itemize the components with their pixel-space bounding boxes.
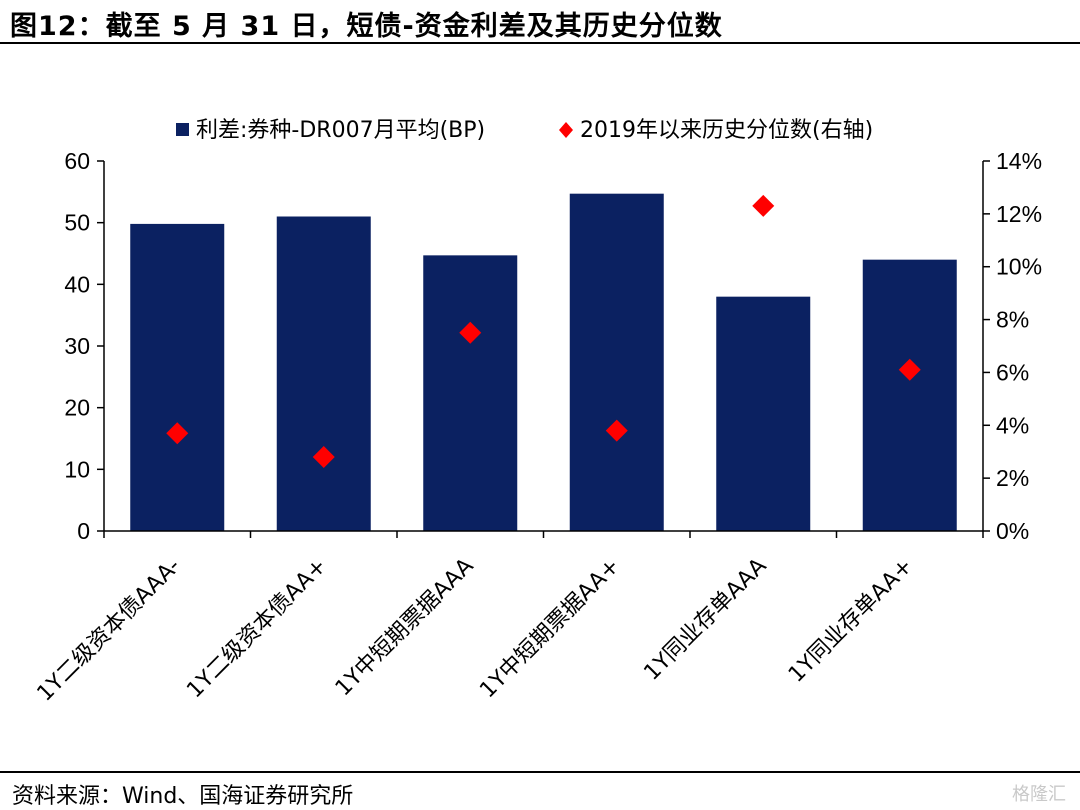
right-tick-label: 4% [996, 412, 1029, 438]
percentile-marker [459, 321, 482, 344]
figure-title: 图12：截至 5 月 31 日，短债-资金利差及其历史分位数 [10, 11, 723, 42]
right-tick-label: 6% [996, 359, 1029, 385]
left-tick-label: 60 [64, 148, 90, 174]
percentile-marker [312, 446, 335, 468]
legend-label-marker: 2019年以来历史分位数(右轴) [580, 118, 873, 143]
left-tick-label: 30 [64, 333, 90, 359]
bar [276, 216, 371, 531]
percentile-marker [605, 419, 628, 442]
left-tick-label: 10 [64, 456, 90, 482]
left-tick-label: 0 [77, 518, 90, 544]
percentile-marker [898, 358, 921, 381]
percentile-marker [166, 422, 189, 445]
chart: 利差:券种-DR007月平均(BP) 2019年以来历史分位数(右轴) 0 10 20 3… [33, 118, 1042, 707]
category-label: 1Y同业存单AAA [639, 554, 771, 686]
bar [423, 255, 518, 531]
right-tick-label: 0% [996, 518, 1029, 544]
bar [569, 193, 664, 531]
category-label: 1Y中短期票据AA+ [475, 554, 625, 704]
left-tick-label: 20 [64, 395, 90, 421]
figure-header: 图12：截至 5 月 31 日，短债-资金利差及其历史分位数 [0, 0, 1080, 44]
category-label: 1Y同业存单AA+ [784, 554, 918, 688]
right-tick-label: 14% [996, 148, 1042, 174]
legend-label-bar: 利差:券种-DR007月平均(BP) [196, 118, 485, 143]
left-tick-label: 40 [64, 271, 90, 297]
bar [130, 223, 225, 531]
top-rule [0, 42, 1080, 44]
left-tick-label: 50 [64, 210, 90, 236]
bar [716, 296, 811, 531]
right-tick-label: 10% [996, 254, 1042, 280]
right-tick-label: 12% [996, 201, 1042, 227]
legend-diamond-swatch [559, 122, 573, 138]
right-tick-label: 2% [996, 465, 1029, 491]
bar [862, 259, 957, 531]
category-label: 1Y二级资本债AAA- [33, 554, 186, 707]
watermark-logo: 格隆汇 [1012, 784, 1066, 805]
percentile-marker [752, 194, 775, 217]
bottom-rule [0, 771, 1080, 773]
right-tick-label: 8% [996, 307, 1029, 333]
category-label: 1Y中短期票据AAA [331, 554, 479, 702]
legend-bar-swatch [176, 123, 189, 136]
source-note: 资料来源：Wind、国海证券研究所 [12, 784, 354, 809]
category-label: 1Y二级资本债AA+ [182, 554, 332, 704]
